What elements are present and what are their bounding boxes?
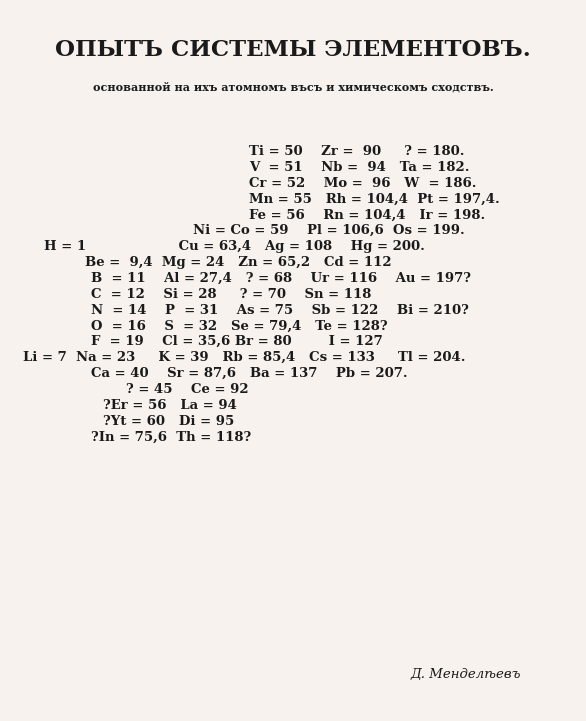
Text: B  = 11    Al = 27,4   ? = 68    Ur = 116    Au = 197?: B = 11 Al = 27,4 ? = 68 Ur = 116 Au = 19… xyxy=(91,272,471,285)
Text: Ca = 40    Sr = 87,6   Ba = 137    Pb = 207.: Ca = 40 Sr = 87,6 Ba = 137 Pb = 207. xyxy=(91,367,407,380)
Text: Li = 7  Na = 23     K = 39   Rb = 85,4   Cs = 133     Tl = 204.: Li = 7 Na = 23 K = 39 Rb = 85,4 Cs = 133… xyxy=(23,351,466,364)
Text: основанной на ихъ атомномъ въсъ и химическомъ сходствъ.: основанной на ихъ атомномъ въсъ и химиче… xyxy=(93,81,493,92)
Text: Be =  9,4  Mg = 24   Zn = 65,2   Cd = 112: Be = 9,4 Mg = 24 Zn = 65,2 Cd = 112 xyxy=(85,256,391,269)
Text: F  = 19    Cl = 35,6 Br = 80        I = 127: F = 19 Cl = 35,6 Br = 80 I = 127 xyxy=(91,335,383,348)
Text: Cr = 52    Mo =  96   W  = 186.: Cr = 52 Mo = 96 W = 186. xyxy=(249,177,476,190)
Text: N  = 14    P  = 31    As = 75    Sb = 122    Bi = 210?: N = 14 P = 31 As = 75 Sb = 122 Bi = 210? xyxy=(91,304,469,317)
Text: ? = 45    Ce = 92: ? = 45 Ce = 92 xyxy=(126,383,248,396)
Text: C  = 12    Si = 28     ? = 70    Sn = 118: C = 12 Si = 28 ? = 70 Sn = 118 xyxy=(91,288,371,301)
Text: H = 1                    Cu = 63,4   Ag = 108    Hg = 200.: H = 1 Cu = 63,4 Ag = 108 Hg = 200. xyxy=(44,240,425,253)
Text: V  = 51    Nb =  94   Ta = 182.: V = 51 Nb = 94 Ta = 182. xyxy=(249,161,469,174)
Text: Mn = 55   Rh = 104,4  Pt = 197,4.: Mn = 55 Rh = 104,4 Pt = 197,4. xyxy=(249,193,500,205)
Text: Д. Менделѣевъ: Д. Менделѣевъ xyxy=(410,668,521,681)
Text: Fe = 56    Rn = 104,4   Ir = 198.: Fe = 56 Rn = 104,4 Ir = 198. xyxy=(249,208,485,221)
Text: ?In = 75,6  Th = 118?: ?In = 75,6 Th = 118? xyxy=(91,430,251,443)
Text: ?Yt = 60   Di = 95: ?Yt = 60 Di = 95 xyxy=(103,415,234,428)
Text: ?Er = 56   La = 94: ?Er = 56 La = 94 xyxy=(103,399,236,412)
Text: Ti = 50    Zr =  90     ? = 180.: Ti = 50 Zr = 90 ? = 180. xyxy=(249,145,465,158)
Text: ОПЫТЪ СИСТЕМЫ ЭЛЕМЕНТОВЪ.: ОПЫТЪ СИСТЕМЫ ЭЛЕМЕНТОВЪ. xyxy=(55,40,531,61)
Text: Ni = Co = 59    Pl = 106,6  Os = 199.: Ni = Co = 59 Pl = 106,6 Os = 199. xyxy=(193,224,465,237)
Text: O  = 16    S  = 32   Se = 79,4   Te = 128?: O = 16 S = 32 Se = 79,4 Te = 128? xyxy=(91,319,387,332)
